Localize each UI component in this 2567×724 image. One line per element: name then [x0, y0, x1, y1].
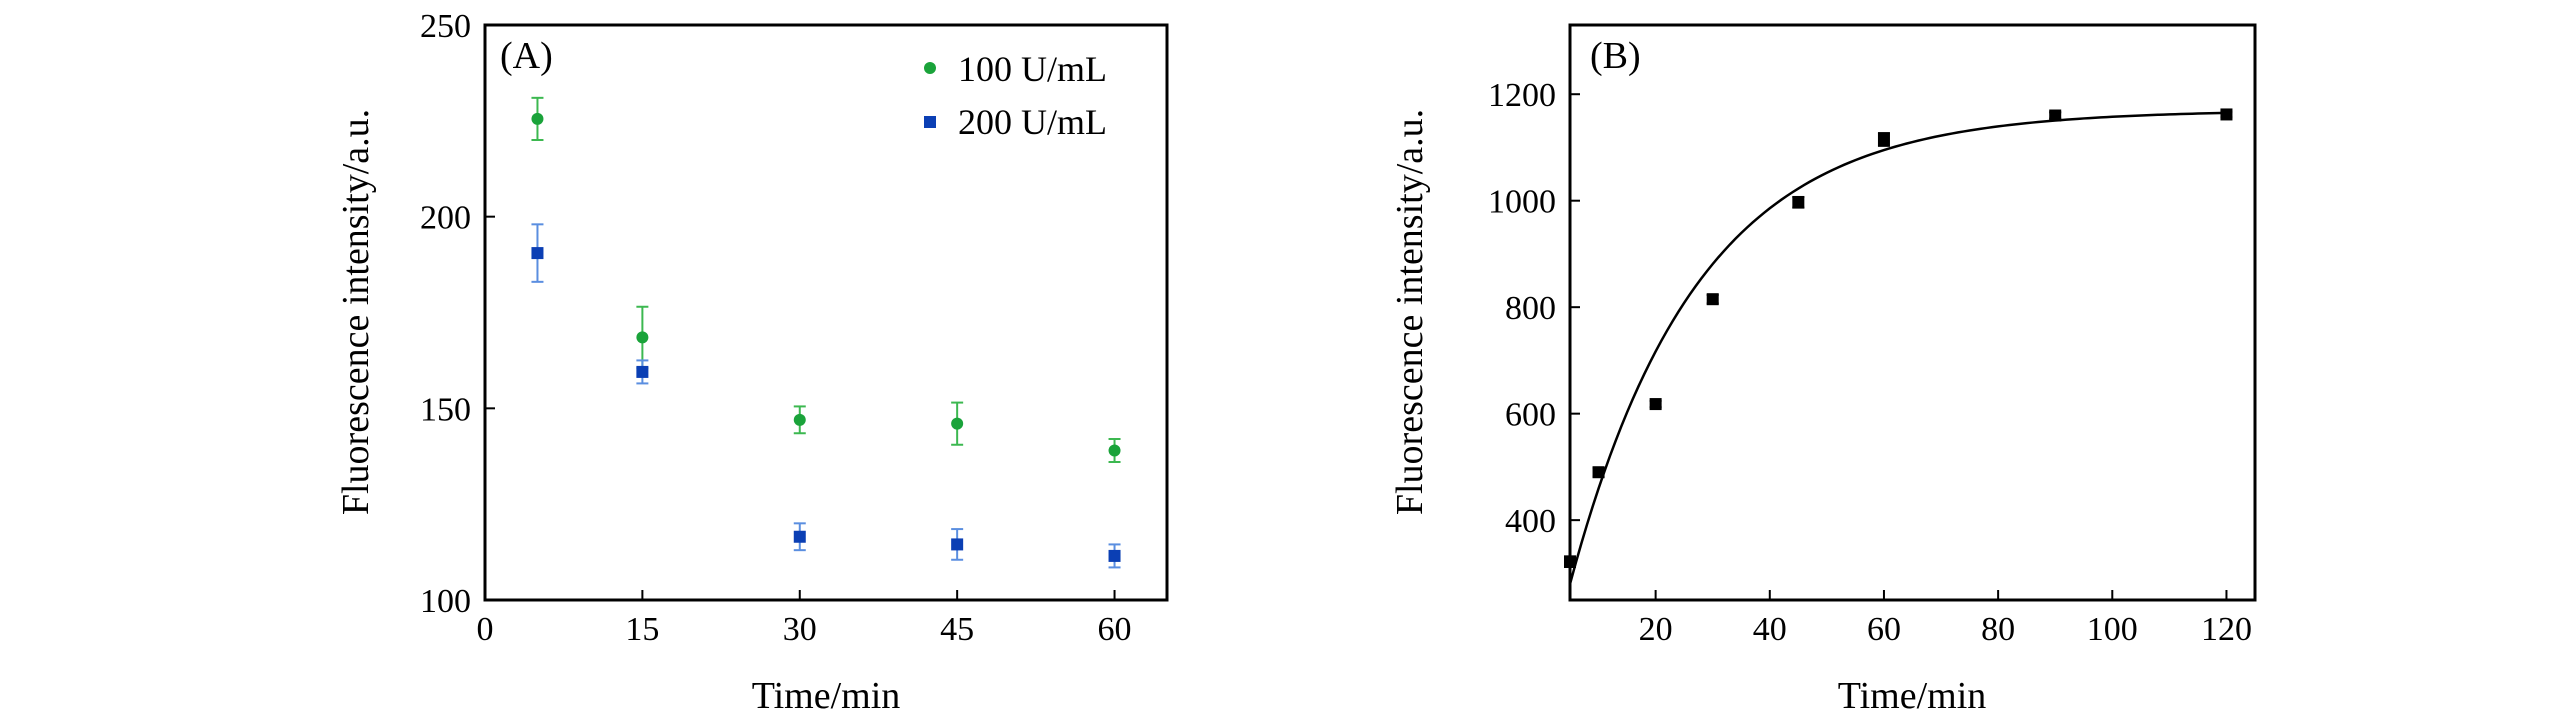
panel-a-y-tick-label: 250: [420, 8, 471, 45]
panel-b-data-point: [1877, 132, 1890, 147]
panel-b-plot-frame: [1568, 23, 2257, 602]
marker-square: [1108, 549, 1121, 562]
panel-a-x-tick-label: 0: [477, 611, 494, 648]
panel-a-ticks: 0 15 30 45 60 100 150 200 250: [420, 8, 1132, 648]
panel-b-y-axis-title: Fluorescence intensity/a.u.: [1389, 109, 1431, 515]
panel-a-y-tick-label: 100: [420, 583, 471, 620]
marker-circle: [793, 413, 806, 426]
marker-circle: [531, 112, 544, 125]
panel-b-x-tick-label: 120: [2201, 611, 2252, 648]
marker-square: [1564, 555, 1576, 568]
panel-a: 0 15 30 45 60 100 150 200 250 (A) Time/min Fluor…: [335, 8, 1169, 717]
panel-b-x-tick-label: 40: [1753, 611, 1787, 648]
panel-a-x-tick-label: 15: [625, 611, 659, 648]
panel-a-x-tick-label: 45: [940, 611, 974, 648]
legend-marker-200: [924, 116, 936, 128]
panel-a-data-point: [1108, 543, 1121, 569]
panel-a-data-point: [1108, 438, 1121, 463]
panel-a-data-point: [793, 405, 806, 435]
panel-b-data-point: [2220, 108, 2233, 121]
panel-a-data-point: [636, 359, 649, 385]
panel-b-data-point: [1649, 398, 1662, 411]
marker-circle: [636, 331, 649, 344]
marker-square: [1792, 196, 1805, 209]
panel-a-legend: 100 U/mL 200 U/mL: [924, 49, 1107, 142]
panel-b-y-tick-label: 1000: [1488, 184, 1556, 221]
panel-a-marks: [531, 96, 1121, 569]
marker-square: [636, 365, 649, 378]
panel-b-label: (B): [1590, 35, 1641, 77]
panel-a-x-tick-label: 30: [783, 611, 817, 648]
panel-a-data-point: [793, 522, 806, 552]
panel-b-y-tick-label: 400: [1505, 503, 1556, 540]
marker-square: [1649, 398, 1662, 411]
panel-a-data-point: [636, 305, 649, 370]
panel-b-ticks: 20 40 60 80 100 120 400 600 800 1000 1200: [1488, 77, 2252, 648]
panel-b-marks: [1564, 108, 2233, 568]
marker-square: [1706, 293, 1719, 306]
panel-a-data-point: [531, 96, 544, 141]
marker-square: [793, 530, 806, 543]
panel-a-data-point: [951, 528, 964, 561]
panel-a-data-point: [951, 401, 964, 446]
panel-b-x-tick-label: 100: [2087, 611, 2138, 648]
panel-b-x-tick-label: 20: [1639, 611, 1673, 648]
panel-b-data-point: [1706, 293, 1719, 306]
panel-b-x-tick-label: 60: [1867, 611, 1901, 648]
panel-b-data-point: [2049, 109, 2062, 122]
marker-square: [2220, 108, 2233, 121]
marker-circle: [951, 417, 964, 430]
panel-b-y-tick-label: 600: [1505, 397, 1556, 434]
marker-square: [2049, 109, 2062, 122]
legend-marker-100: [924, 62, 936, 74]
legend-label-200: 200 U/mL: [958, 102, 1107, 142]
marker-square: [951, 538, 964, 551]
legend-label-100: 100 U/mL: [958, 49, 1107, 89]
panel-a-x-tick-label: 60: [1098, 611, 1132, 648]
panel-a-y-tick-label: 150: [420, 391, 471, 428]
panel-b-y-tick-label: 1200: [1488, 77, 1556, 114]
panel-b: 20 40 60 80 100 120 400 600 800 1000 1200 (B) Time…: [1389, 23, 2257, 717]
panel-b-data-point: [1792, 195, 1805, 209]
marker-square: [531, 247, 544, 260]
panel-a-y-axis-title: Fluorescence intensity/a.u.: [335, 109, 377, 515]
panel-a-x-axis-title: Time/min: [752, 675, 901, 717]
panel-a-y-tick-label: 200: [420, 200, 471, 237]
panel-b-y-tick-label: 800: [1505, 290, 1556, 327]
panel-b-data-point: [1592, 466, 1605, 479]
panel-b-fit-curve: [1568, 111, 2227, 585]
marker-circle: [1108, 444, 1121, 457]
panel-a-label: (A): [500, 35, 553, 77]
panel-b-x-axis-title: Time/min: [1838, 675, 1987, 717]
marker-square: [1877, 133, 1890, 146]
panel-a-plot-frame: [483, 23, 1169, 602]
panel-a-data-point: [531, 223, 544, 283]
panel-b-x-tick-label: 80: [1981, 611, 2015, 648]
marker-square: [1592, 466, 1605, 479]
panel-b-data-point: [1564, 555, 1576, 568]
